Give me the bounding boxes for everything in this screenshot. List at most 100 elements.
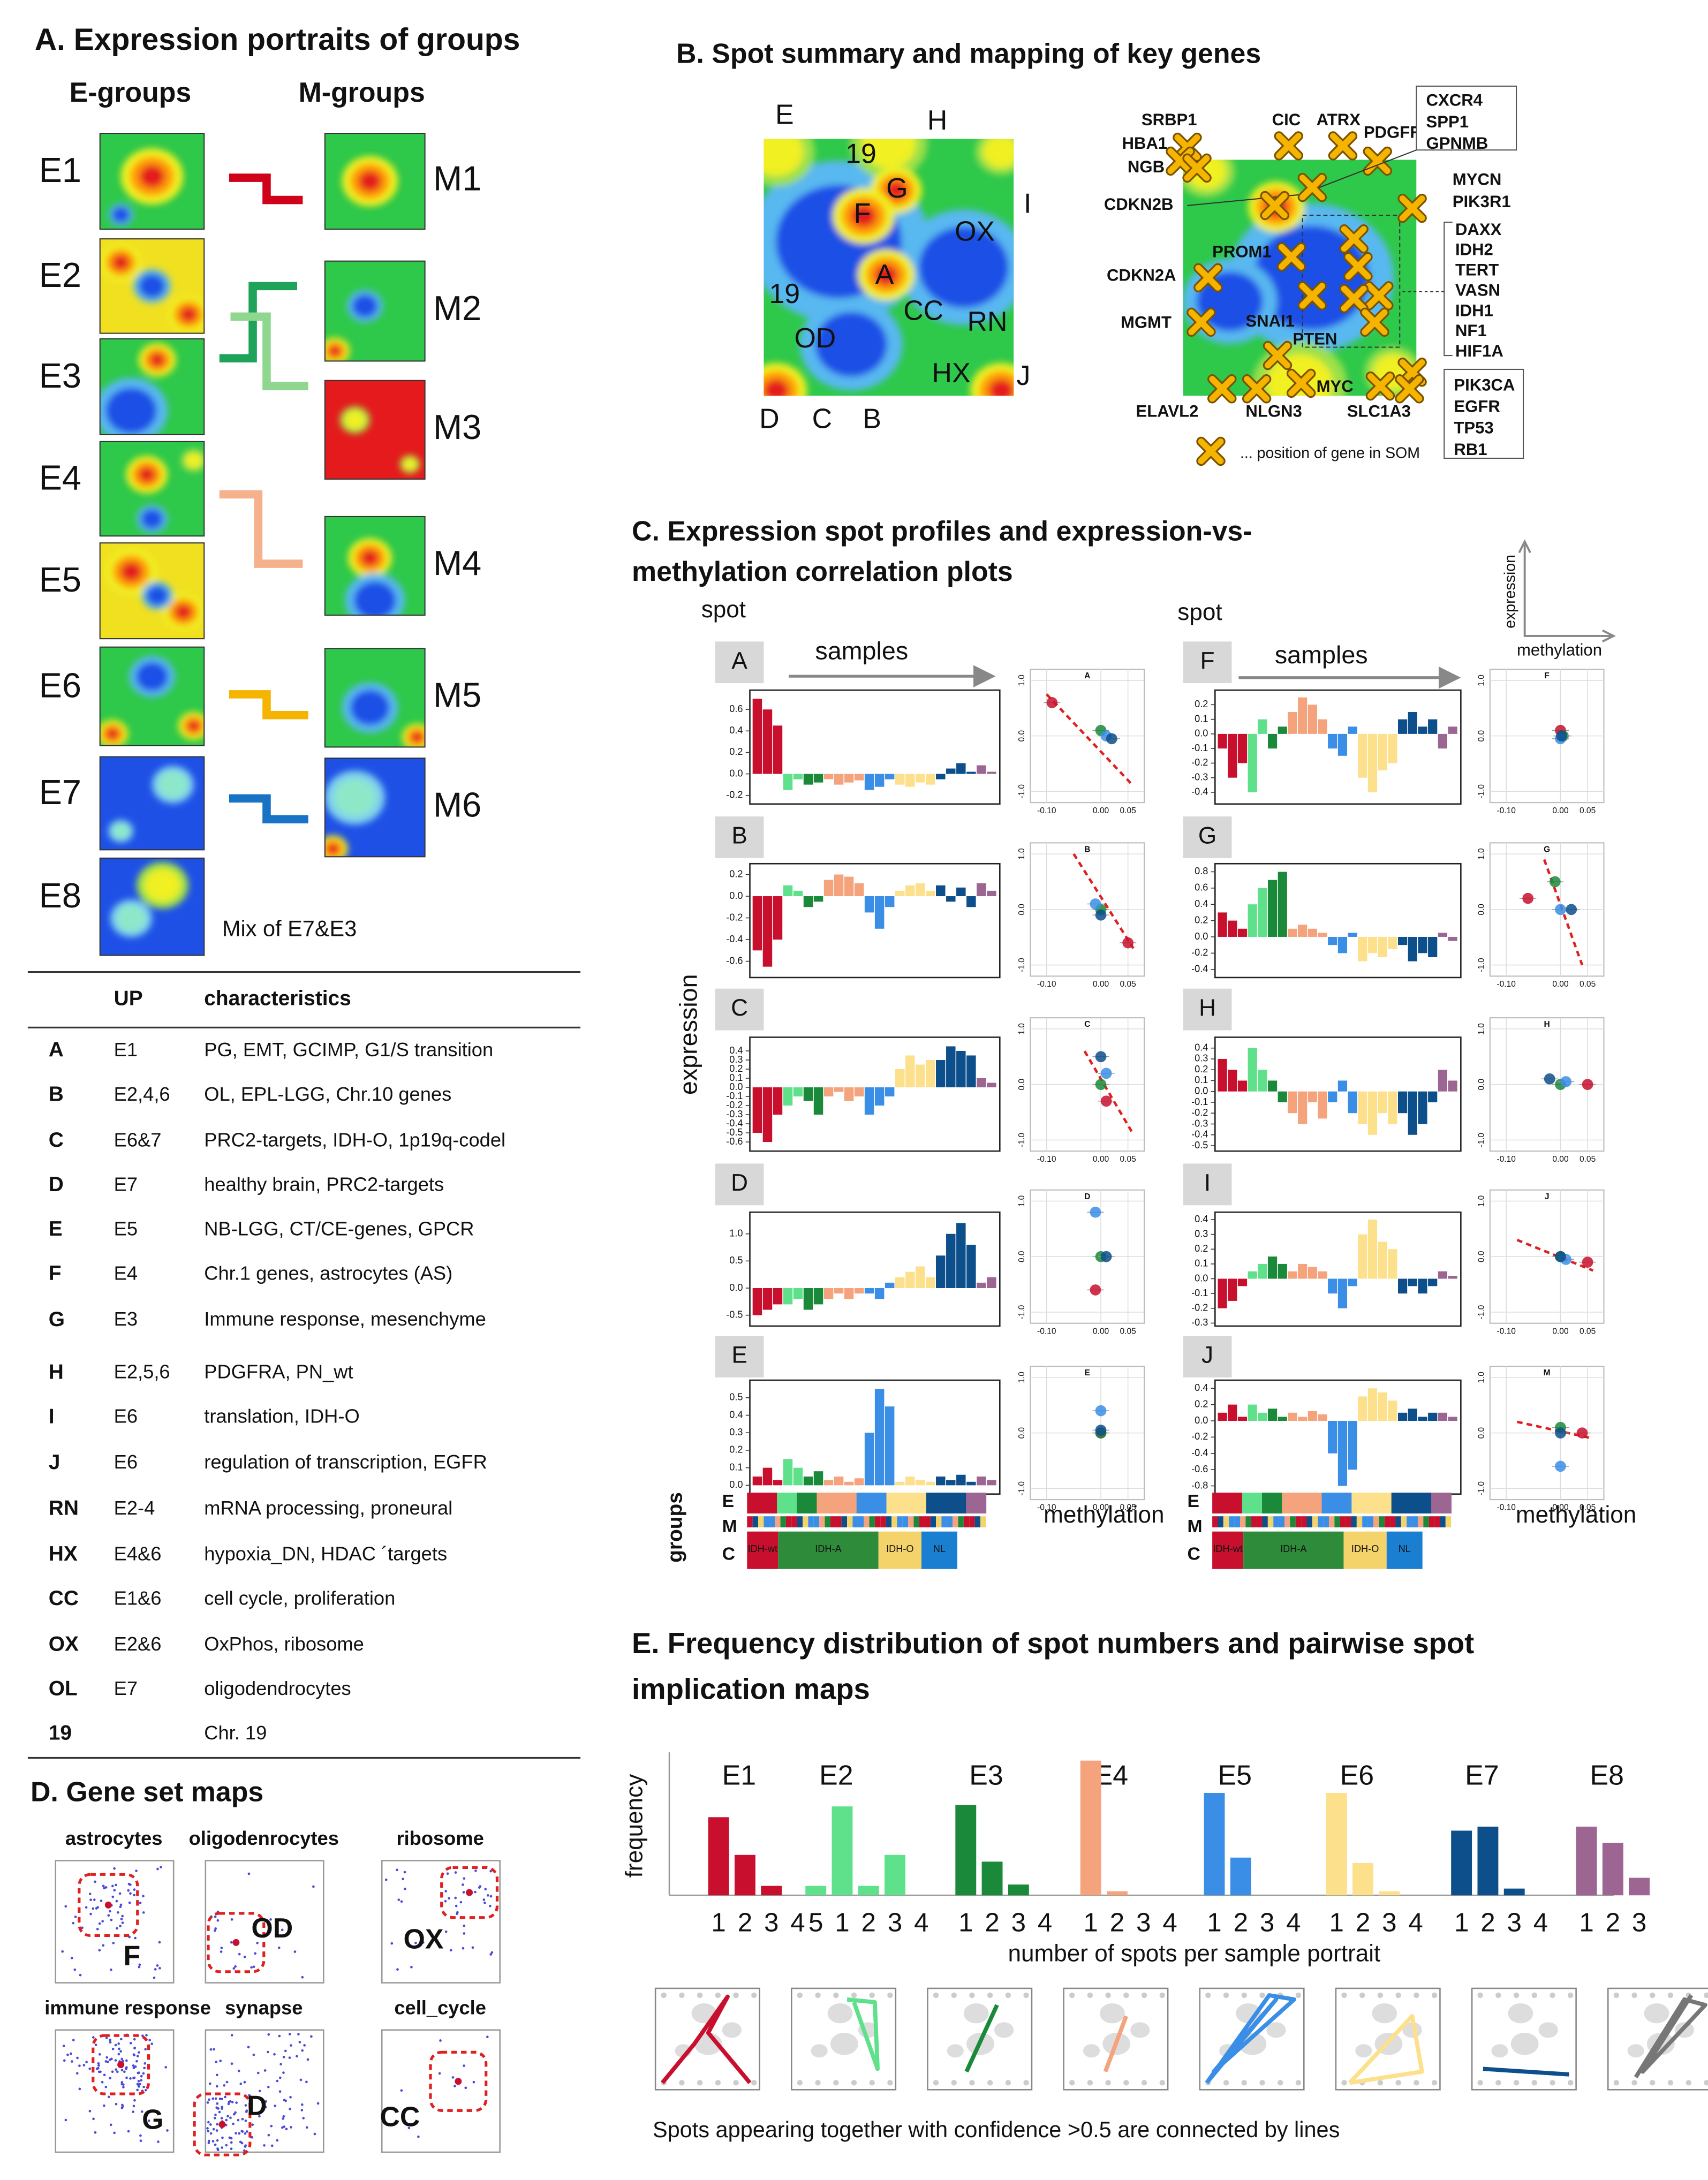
gene-dot [79, 1973, 82, 1977]
table-text: translation, IDH-O [204, 1405, 359, 1427]
gene-dot [258, 2090, 261, 2093]
gene-dot [207, 2141, 210, 2145]
blob [146, 586, 169, 605]
gene-dot [109, 2041, 112, 2044]
y-tick-label: 0.0 [1017, 904, 1026, 915]
gene-dot [111, 2047, 115, 2050]
group-strip [1401, 1493, 1412, 1514]
group-row-label: M [1187, 1516, 1202, 1536]
map-spot-label: CC [380, 2101, 420, 2132]
y-tick-label: 0.2 [729, 1063, 743, 1074]
profile-bar [925, 1277, 935, 1289]
gene-dot [277, 1946, 281, 1949]
gene-dot [89, 1912, 92, 1916]
gene-dot [150, 2042, 154, 2046]
gene-dot [125, 2059, 128, 2062]
profile-bar [1318, 933, 1327, 937]
gene-marker-fill [1299, 283, 1325, 309]
portrait [100, 441, 205, 536]
panel-title: methylation correlation plots [632, 556, 1013, 587]
profile-bar [1418, 1091, 1427, 1124]
edge-spot [869, 1992, 875, 1999]
y-tick-label: 0.2 [1195, 699, 1208, 709]
method-strip [1429, 1516, 1435, 1527]
gene-dot [407, 2126, 411, 2130]
method-strip [1295, 1516, 1302, 1527]
gene-dot [484, 1888, 487, 1891]
gene-dot [252, 1965, 255, 1969]
gene-dot [414, 1941, 417, 1944]
edge-spot [1005, 2080, 1011, 2086]
gene-dot [158, 2120, 161, 2123]
gene-marker-fill [1265, 343, 1291, 369]
method-strip [775, 1516, 781, 1527]
gene-dot [471, 1946, 474, 1949]
frequency-bar [1576, 1826, 1597, 1896]
edge-spot [1123, 1992, 1129, 1999]
y-tick-label: 0.4 [729, 1409, 743, 1420]
gene-dot [209, 2123, 212, 2126]
group-name: E6 [1340, 1759, 1374, 1790]
gene-dot [305, 2080, 308, 2084]
gene-dot [214, 1929, 216, 1932]
profile-bar [864, 1087, 874, 1115]
group-strip [976, 1493, 987, 1514]
edge-spot [1414, 2080, 1419, 2086]
profile-bar [977, 883, 986, 897]
gene-dot [489, 1869, 492, 1873]
gene-dot [114, 2059, 117, 2062]
group-strip [1291, 1493, 1303, 1514]
gene-marker-fill [1198, 438, 1224, 464]
y-tick-label: 1.0 [729, 1228, 743, 1239]
group-row-label: M [722, 1516, 737, 1536]
gene-dot [120, 2081, 124, 2084]
profile-bar [1448, 1080, 1457, 1092]
x-tick-label: 5 [808, 1908, 823, 1937]
edge-spot [1513, 1992, 1520, 1999]
method-strip [1440, 1516, 1446, 1527]
profile-bar [1318, 719, 1327, 734]
scatter-point [1095, 1051, 1107, 1063]
profile-bar [1367, 1091, 1378, 1135]
profile-bar [1258, 1070, 1267, 1092]
table-text: Chr. 19 [204, 1722, 267, 1744]
edge-spot [751, 2080, 757, 2086]
axis-icon-label: methylation [1517, 641, 1602, 660]
gene-dot [310, 2035, 313, 2038]
gene-dot [207, 2121, 210, 2124]
group-strip [1361, 1493, 1372, 1514]
gene-label: ATRX [1317, 110, 1361, 129]
y-tick-label: 0.0 [1477, 730, 1486, 742]
y-tick-label: -0.1 [726, 1091, 743, 1101]
class-label: IDH-A [815, 1543, 842, 1554]
y-tick-label: 0.0 [1477, 1251, 1486, 1262]
gene-dot [490, 1951, 494, 1954]
scatter-point [1095, 909, 1107, 921]
profile-bar [874, 1087, 885, 1106]
profile-bar [1388, 1401, 1397, 1421]
profile-bar [1348, 726, 1357, 734]
blob [185, 452, 203, 468]
gene-label: NF1 [1455, 321, 1487, 340]
profile-bar [854, 883, 864, 897]
axis-title: expression [674, 974, 702, 1095]
portrait [324, 133, 425, 230]
gene-marker-fill [1288, 370, 1314, 396]
gene-dot [384, 1878, 388, 1881]
method-strip [1434, 1516, 1440, 1527]
gene-dot [487, 1894, 489, 1897]
profile-bar [813, 1288, 823, 1305]
x-tick-label: 3 [1260, 1908, 1274, 1937]
gene-dot [409, 1929, 412, 1933]
blob [329, 345, 341, 357]
portrait [100, 858, 205, 956]
table-up: E2-4 [114, 1497, 155, 1519]
gene-dot [212, 2128, 215, 2131]
method-strip [1245, 1516, 1251, 1527]
gene-dot [119, 1905, 122, 1909]
class-strip [878, 1531, 921, 1569]
edge-spot [1087, 2080, 1093, 2086]
gene-dot [463, 1877, 466, 1880]
blob [112, 823, 130, 839]
gene-dot [225, 2144, 228, 2147]
